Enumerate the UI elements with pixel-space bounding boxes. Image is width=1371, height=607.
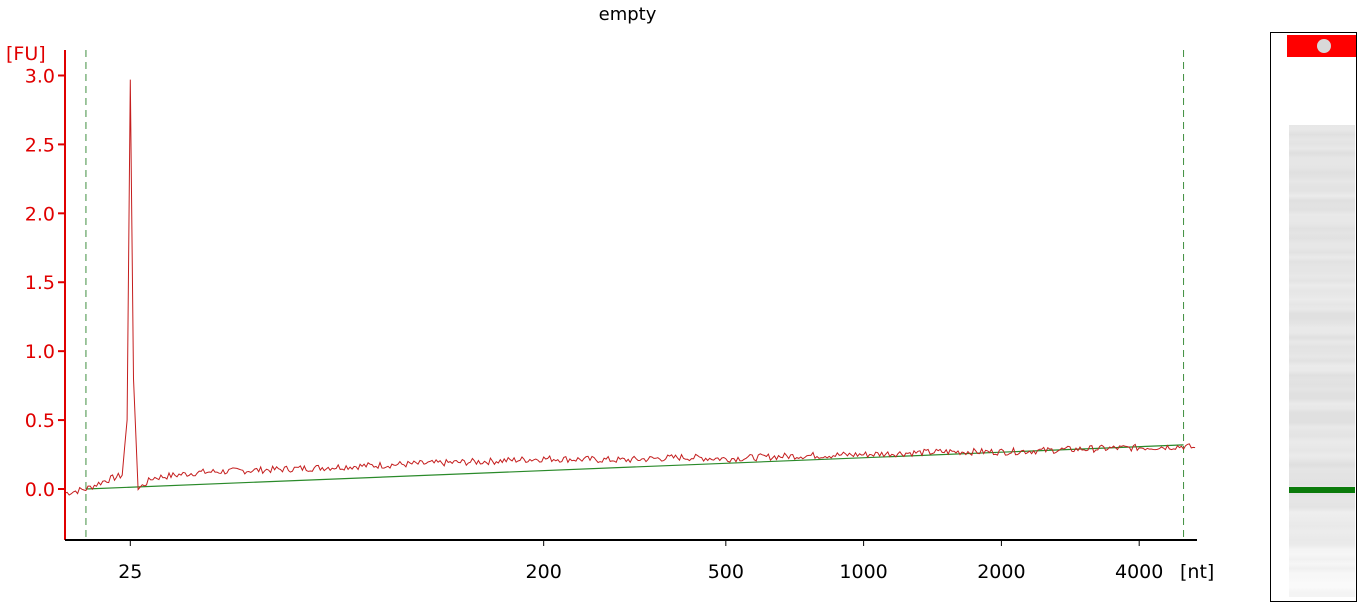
gel-marker-spot (1317, 39, 1331, 53)
gel-lane-panel (1270, 32, 1357, 602)
y-tick-label: 0.0 (25, 479, 55, 501)
x-tick-label: 200 (526, 561, 562, 583)
marker-lines (85, 50, 1185, 540)
y-axis-label: [FU] (6, 43, 46, 65)
trace-layer (64, 79, 1196, 496)
y-tick-label: 2.5 (25, 134, 55, 156)
x-tick-label: 4000 (1115, 561, 1163, 583)
ticks: 0.0 0.5 1.0 1.5 2.0 2.5 3.0 25 200 500 1000 2000 400… (25, 65, 1164, 583)
electropherogram-chart: 0.0 0.5 1.0 1.5 2.0 2.5 3.0 25 200 500 1000 2000 400… (6, 43, 1214, 583)
y-tick-label: 1.5 (25, 272, 55, 294)
x-axis-label: [nt] (1180, 561, 1214, 583)
y-tick-label: 2.0 (25, 203, 55, 225)
gel-lane (1289, 125, 1355, 597)
gel-lower-marker-band (1289, 487, 1355, 493)
x-tick-label: 500 (708, 561, 744, 583)
y-tick-label: 3.0 (25, 65, 55, 87)
chart-title: empty (598, 4, 657, 25)
x-tick-label: 1000 (839, 561, 887, 583)
baseline-line (85, 444, 1184, 490)
gel-upper-marker (1287, 35, 1356, 57)
x-tick-label: 25 (118, 561, 142, 583)
y-tick-label: 0.5 (25, 410, 55, 432)
x-tick-label: 2000 (977, 561, 1025, 583)
y-tick-label: 1.0 (25, 341, 55, 363)
trace-line (64, 79, 1196, 496)
baseline-layer (85, 444, 1184, 490)
axes (64, 50, 1197, 541)
